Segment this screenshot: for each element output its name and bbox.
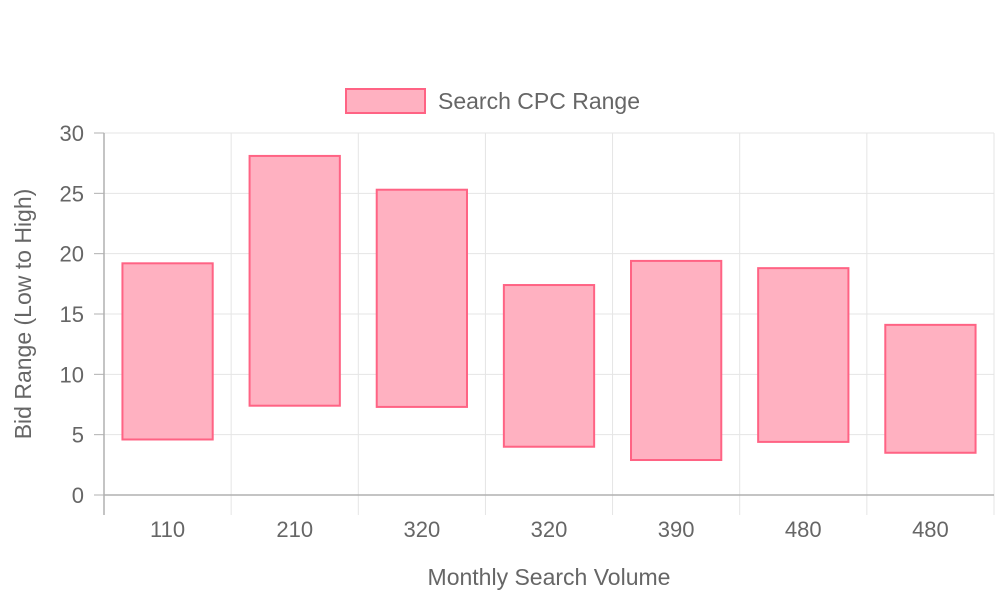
- bar-range[interactable]: [502, 284, 596, 448]
- bar-range[interactable]: [630, 259, 723, 462]
- x-tick-label: 480: [912, 517, 949, 542]
- y-tick-label: 10: [60, 362, 84, 387]
- y-tick-label: 0: [72, 483, 84, 508]
- bar-range[interactable]: [884, 323, 977, 454]
- x-tick-label: 110: [150, 517, 185, 542]
- legend-swatch[interactable]: [345, 88, 426, 114]
- legend[interactable]: Search CPC Range: [345, 88, 640, 114]
- x-axis-title: Monthly Search Volume: [428, 564, 671, 590]
- x-tick-label: 480: [785, 517, 822, 542]
- y-tick-label: 25: [60, 181, 84, 206]
- x-tick-label: 320: [531, 517, 568, 542]
- bar-range[interactable]: [757, 267, 850, 443]
- bars: [121, 154, 977, 462]
- y-tick-label: 30: [60, 121, 84, 146]
- y-axis-title: Bid Range (Low to High): [10, 189, 36, 440]
- x-tick-label: 210: [276, 517, 313, 542]
- x-tick-label: 390: [658, 517, 695, 542]
- y-tick-label: 5: [72, 423, 84, 448]
- x-tick-label: 320: [403, 517, 440, 542]
- y-tick-label: 20: [60, 242, 84, 267]
- bar-range[interactable]: [375, 188, 468, 408]
- bar-range[interactable]: [248, 154, 341, 407]
- y-tick-label: 15: [60, 302, 84, 327]
- legend-label-search-cpc-range[interactable]: Search CPC Range: [438, 88, 640, 114]
- axes: 0 5 10 15 20 25 30 110 210 320 320 390 480 480: [60, 121, 995, 542]
- bar-range[interactable]: [121, 262, 214, 441]
